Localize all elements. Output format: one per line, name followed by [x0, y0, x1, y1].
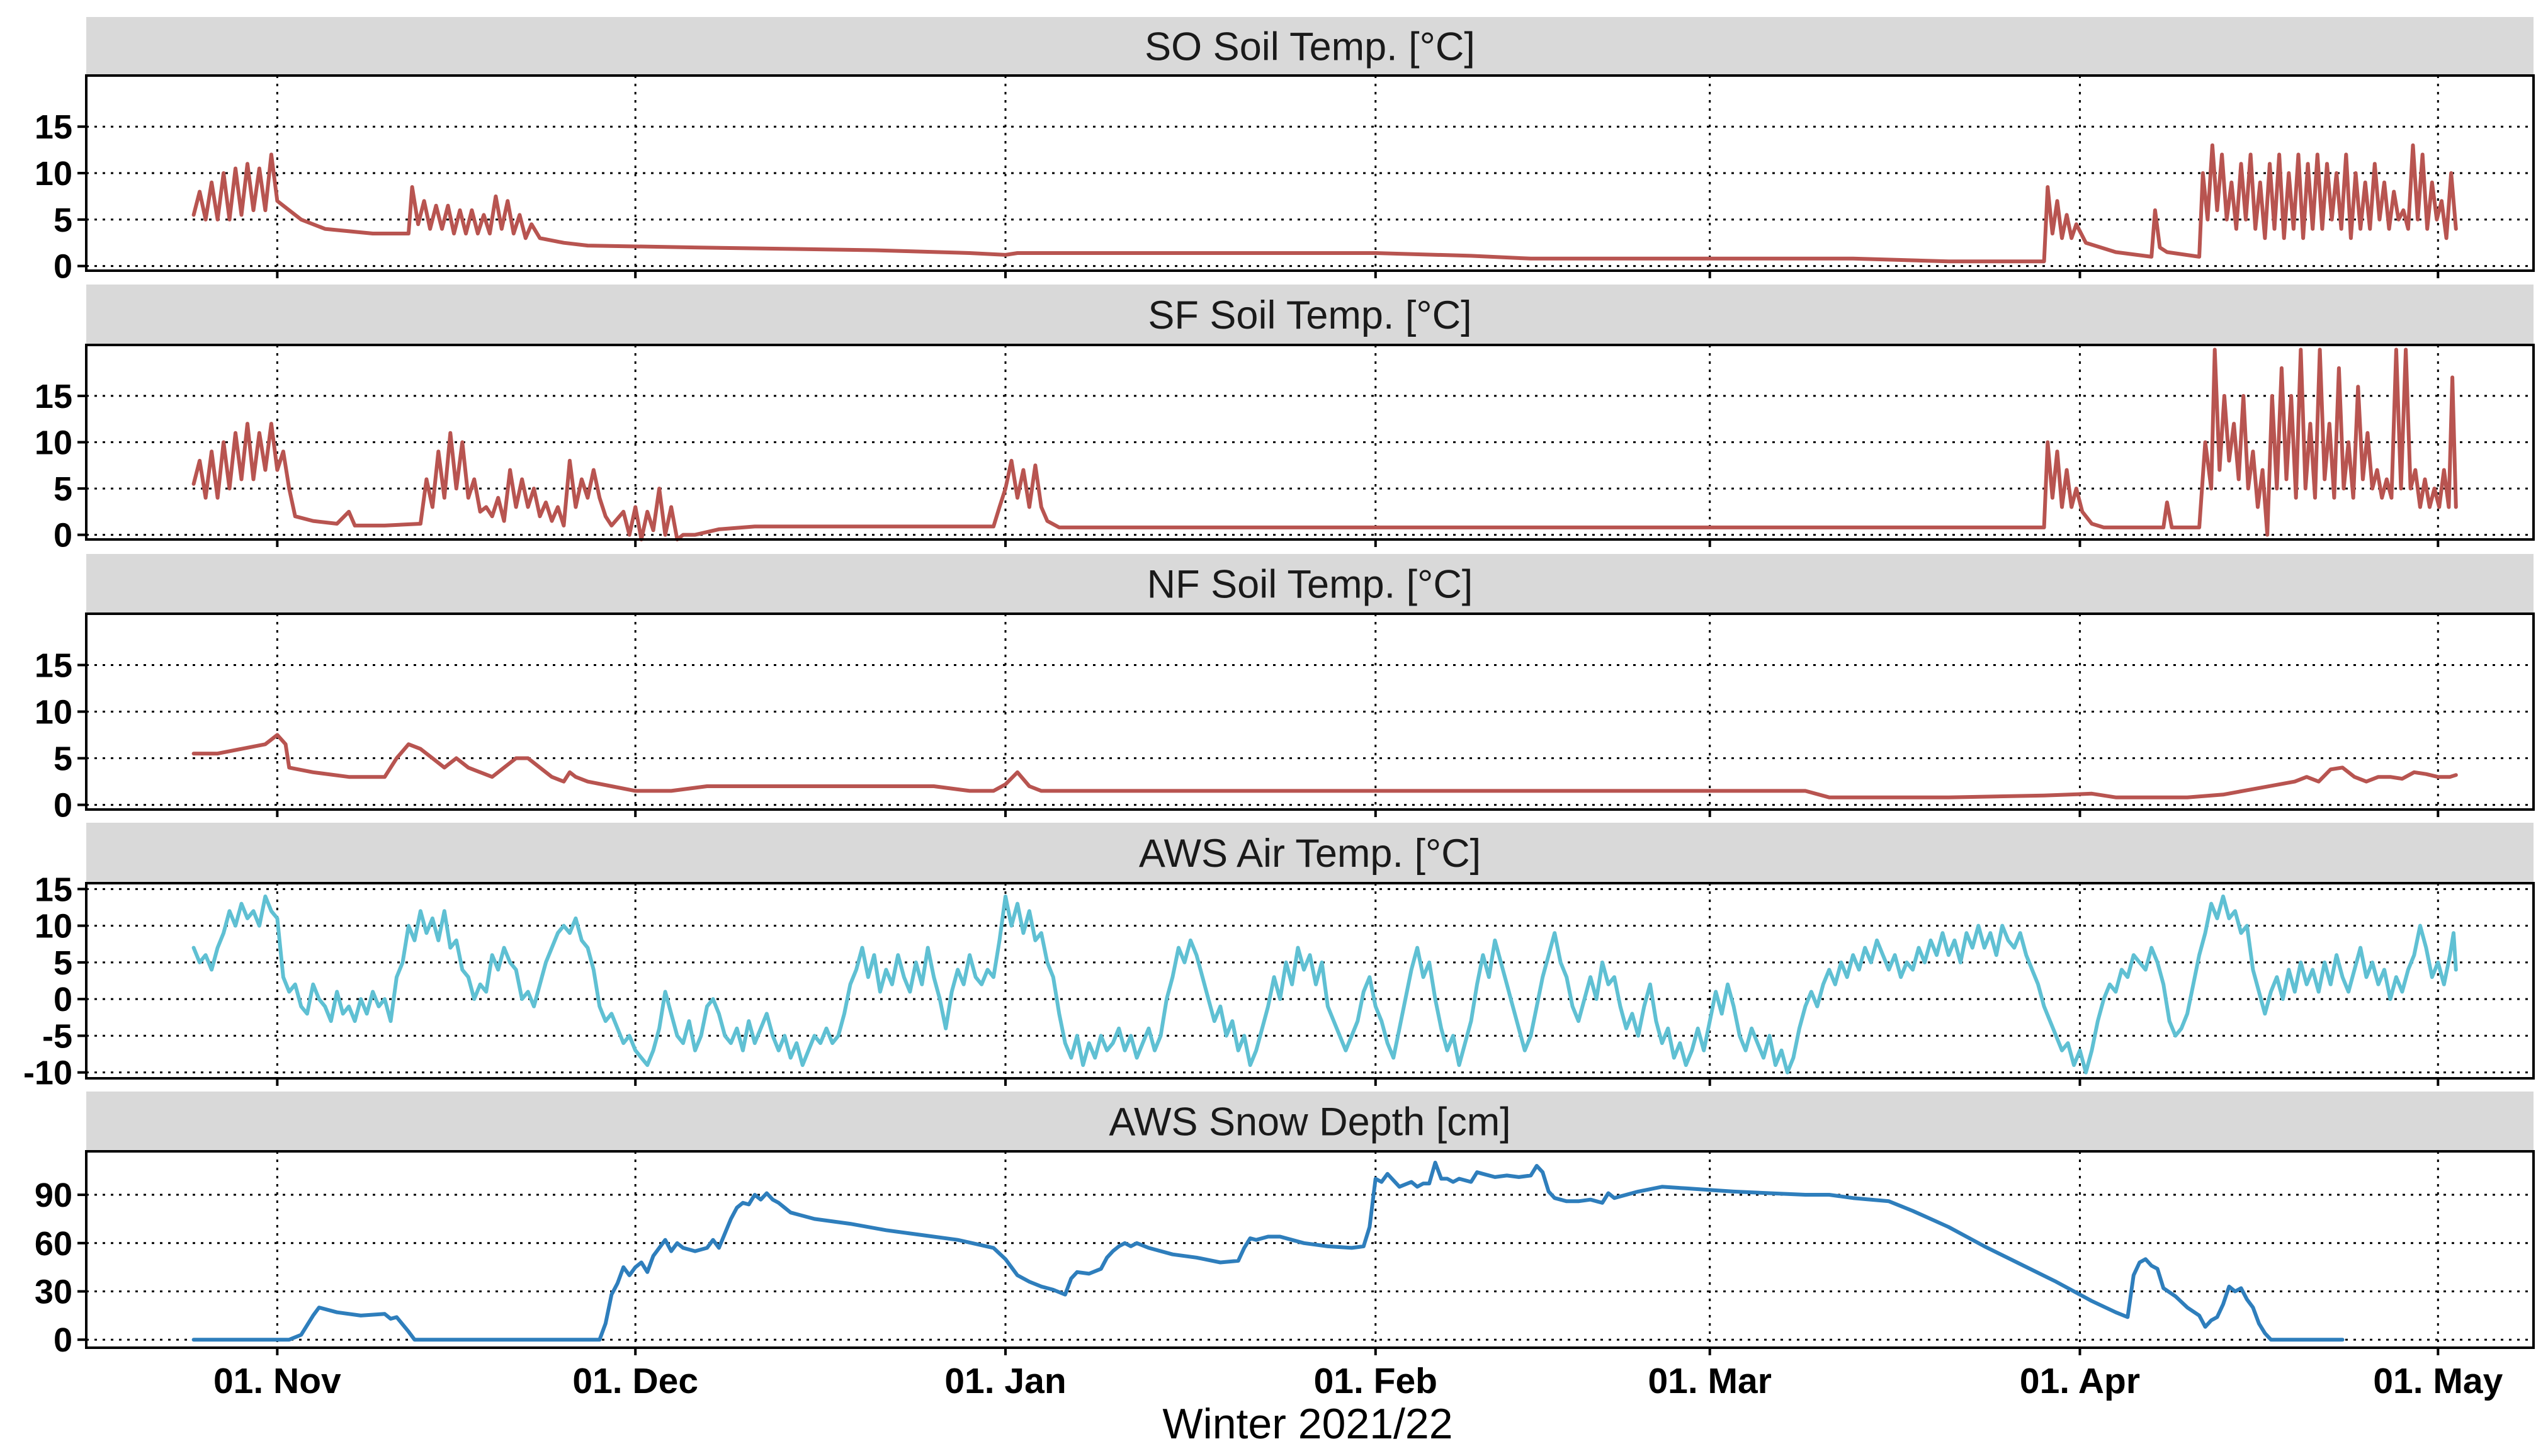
plot-border	[85, 612, 2535, 811]
series-line-air	[191, 894, 2458, 1075]
y-tick-label: 60	[35, 1225, 72, 1263]
y-tick-label: 30	[35, 1273, 72, 1311]
y-tick-label: 90	[35, 1177, 72, 1214]
y-tick-label: 5	[54, 201, 72, 239]
panel-nf: NF Soil Temp. [°C] 0 5 10 15	[35, 554, 2535, 825]
y-tick-label: 0	[54, 981, 72, 1019]
y-tick-label: 10	[35, 908, 72, 945]
x-axis: Winter 2021/22 01. Nov 01. Dec 01. Jan 01. …	[213, 1361, 2503, 1448]
y-tick-label: 15	[35, 378, 72, 415]
y-tick-label: 10	[35, 424, 72, 462]
x-tick-label: 01. Apr	[2020, 1361, 2140, 1401]
y-tick-label: -5	[42, 1017, 72, 1055]
plot-border	[85, 344, 2535, 541]
series-line-nf	[191, 733, 2458, 799]
panel-so: SO Soil Temp. [°C] 0 5 10 15	[35, 17, 2535, 286]
y-tick-label: 0	[54, 1321, 72, 1359]
series-line-sf	[191, 347, 2458, 541]
y-tick-label: 0	[54, 787, 72, 825]
panel-strip	[86, 285, 2534, 345]
panel-sf: SF Soil Temp. [°C] 0 5 10 15	[35, 285, 2535, 555]
plot-border	[85, 74, 2535, 272]
plot-border	[85, 1150, 2535, 1349]
panel-title: AWS Air Temp. [°C]	[1139, 832, 1481, 876]
panel-title: NF Soil Temp. [°C]	[1147, 563, 1473, 607]
panel-title: SO Soil Temp. [°C]	[1145, 25, 1475, 69]
y-tick-label: 5	[54, 944, 72, 982]
panel-snow: AWS Snow Depth [cm] 0 30 60 90	[35, 1092, 2535, 1359]
y-tick-label: 0	[54, 248, 72, 286]
y-tick-label: 0	[54, 517, 72, 555]
y-tick-label: 15	[35, 646, 72, 684]
x-tick-label: 01. Dec	[572, 1361, 698, 1401]
series-line-so	[191, 143, 2458, 264]
x-tick-label: 01. Jan	[944, 1361, 1066, 1401]
y-tick-label: 10	[35, 155, 72, 193]
panel-strip	[86, 1092, 2534, 1151]
panel-title: SF Soil Temp. [°C]	[1148, 293, 1471, 337]
panel-strip	[86, 17, 2534, 76]
x-tick-label: 01. Mar	[1648, 1361, 1771, 1401]
plot-area	[85, 1150, 2535, 1349]
x-tick-label: 01. Feb	[1314, 1361, 1437, 1401]
panel-title: AWS Snow Depth [cm]	[1109, 1100, 1510, 1144]
panel-strip	[86, 823, 2534, 883]
x-tick-label: 01. Nov	[213, 1361, 341, 1401]
series-line-snow	[191, 1160, 2345, 1342]
panel-strip	[86, 554, 2534, 614]
y-tick-label: 5	[54, 740, 72, 778]
x-tick-label: 01. May	[2373, 1361, 2503, 1401]
y-tick-label: -10	[23, 1054, 72, 1092]
x-axis-title: Winter 2021/22	[1162, 1400, 1452, 1448]
plot-border	[85, 882, 2535, 1080]
y-tick-label: 10	[35, 694, 72, 731]
plot-area	[85, 882, 2535, 1080]
y-tick-label: 15	[35, 871, 72, 908]
y-tick-label: 5	[54, 470, 72, 508]
y-tick-label: 15	[35, 108, 72, 146]
